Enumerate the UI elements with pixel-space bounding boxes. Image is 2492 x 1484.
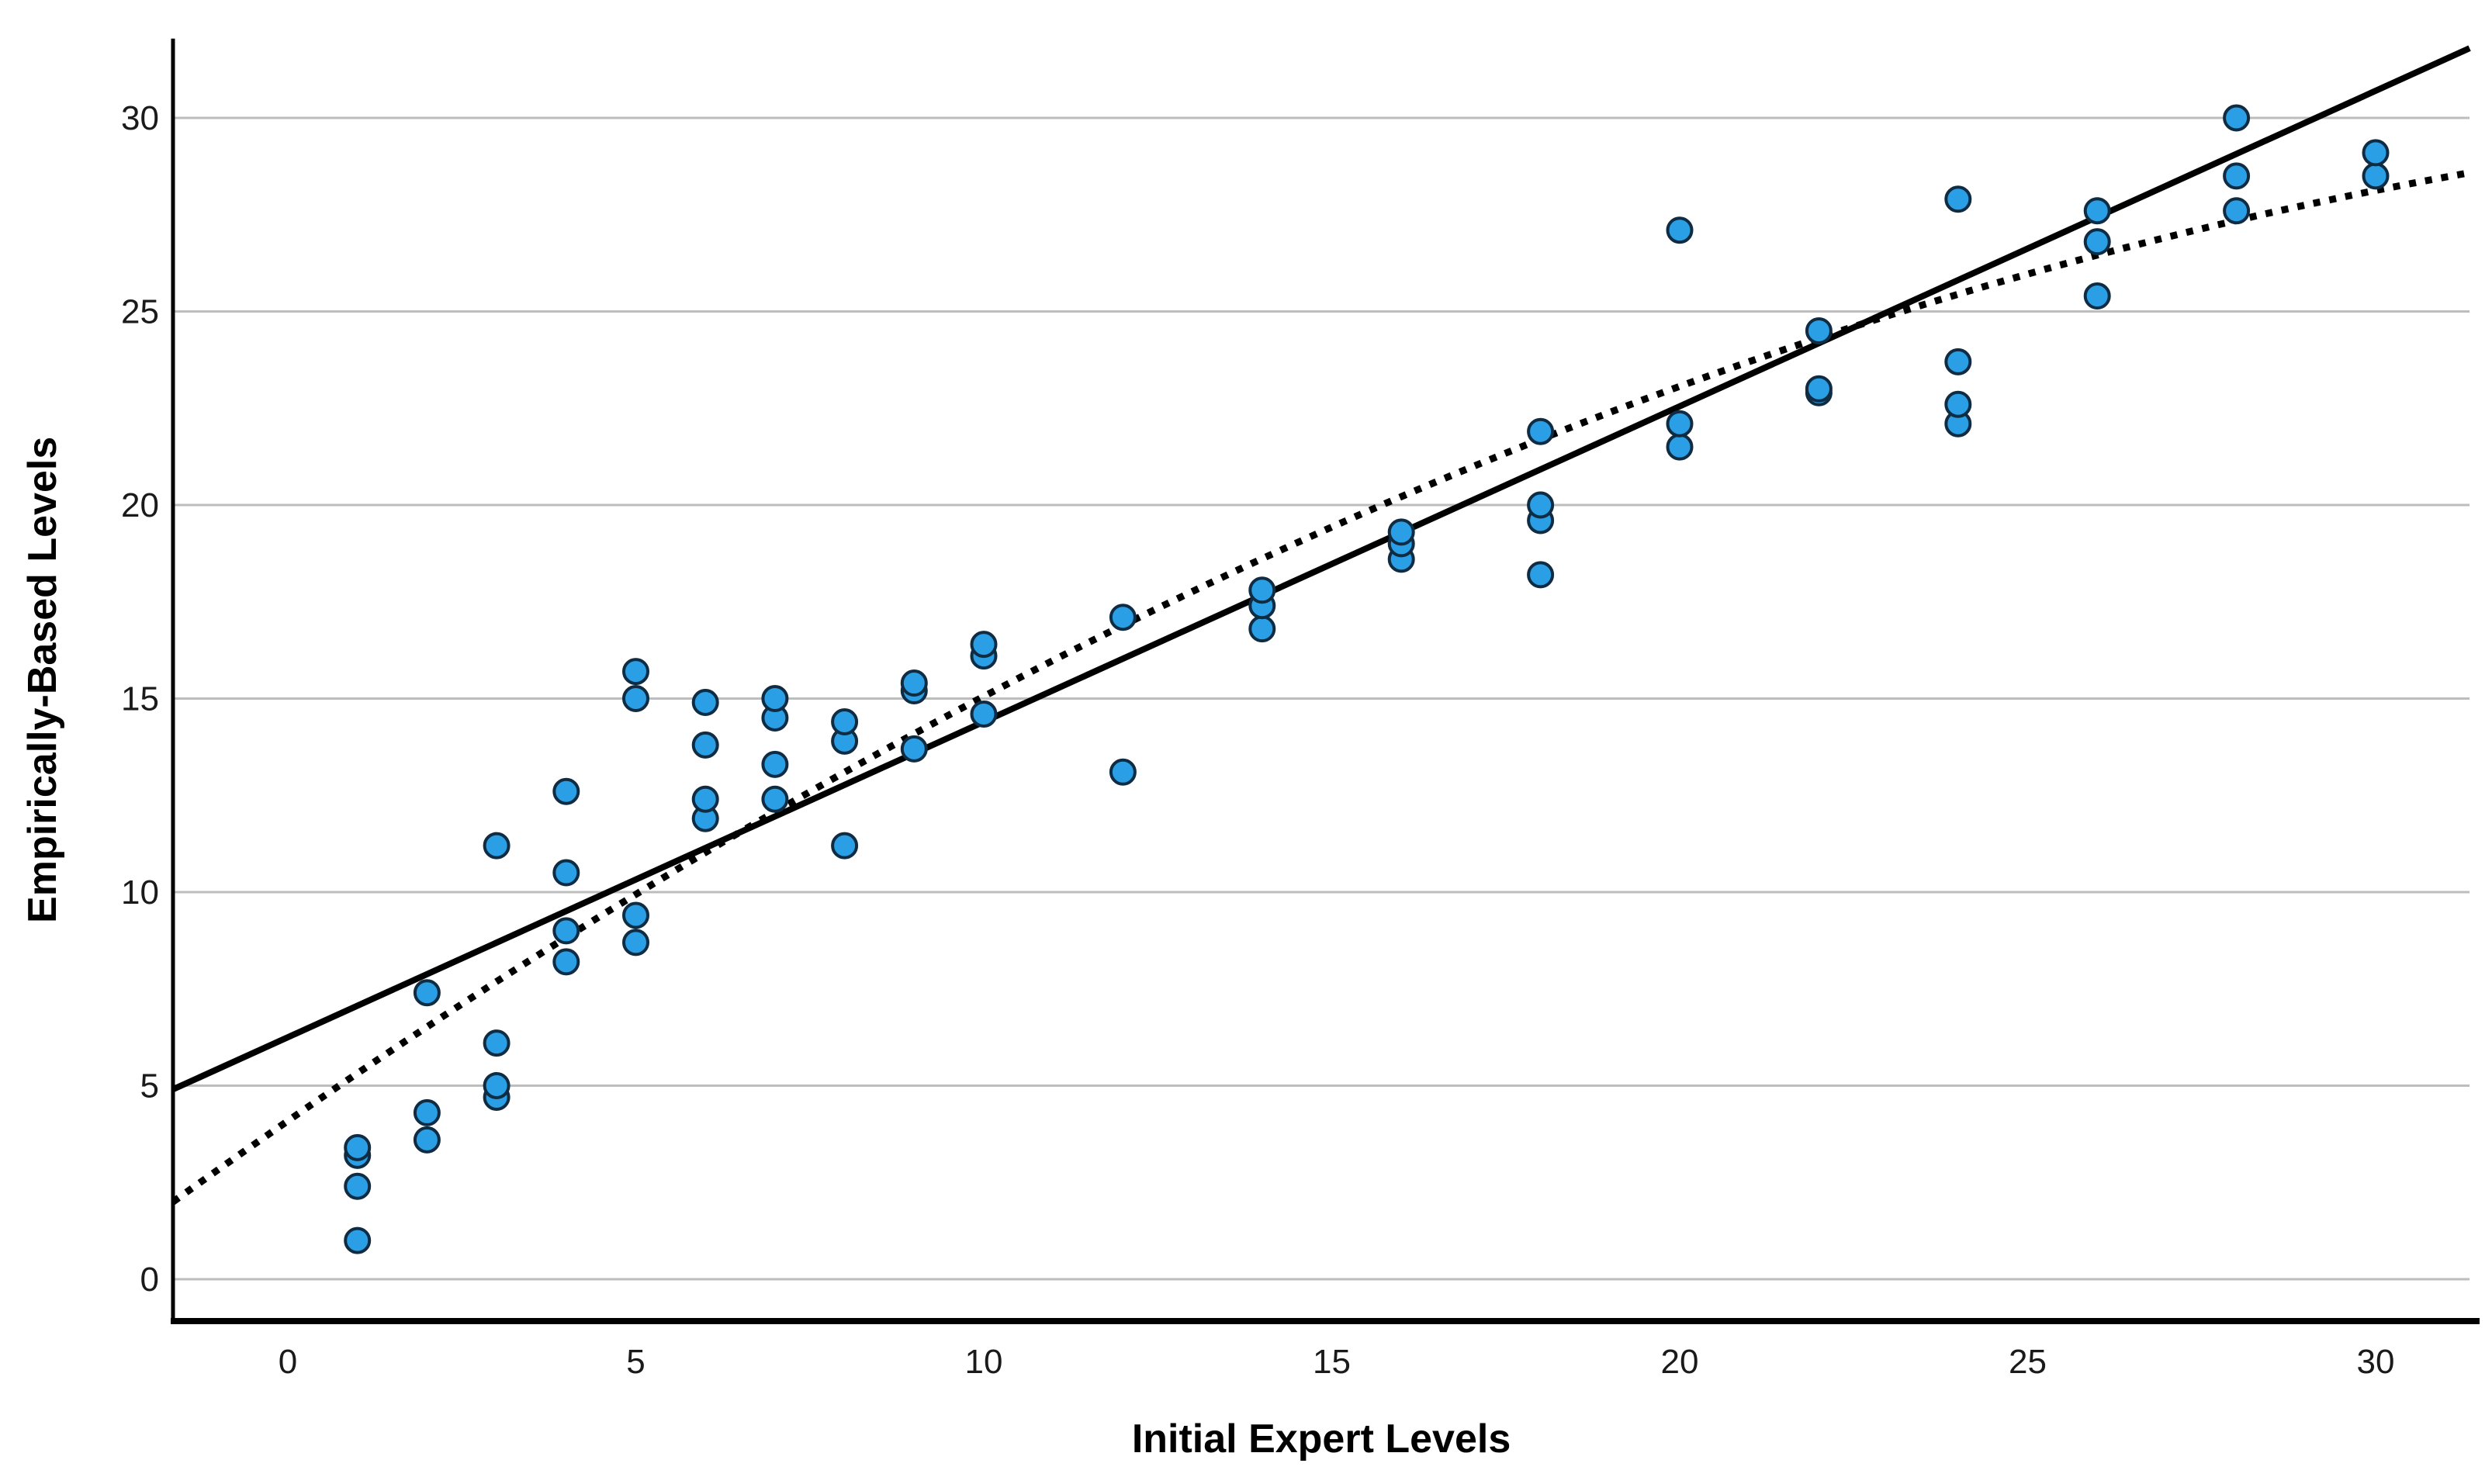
scatter-point xyxy=(344,1133,372,1161)
quadratic-fit-line xyxy=(171,169,2470,1205)
scatter-point xyxy=(2362,162,2390,190)
scatter-point xyxy=(691,785,719,813)
scatter-point xyxy=(622,658,649,686)
scatter-point xyxy=(2223,104,2251,132)
scatter-point xyxy=(622,685,649,712)
scatter-point xyxy=(1805,317,1833,344)
scatter-point xyxy=(2223,197,2251,225)
y-tick-label: 10 xyxy=(121,873,159,912)
scatter-point xyxy=(552,948,580,976)
scatter-point xyxy=(1666,216,1694,244)
scatter-point xyxy=(1666,433,1694,461)
scatter-point xyxy=(970,700,998,728)
x-axis-title: Initial Expert Levels xyxy=(1132,1417,1511,1462)
scatter-point xyxy=(483,1072,511,1099)
scatter-point xyxy=(1805,375,1833,403)
scatter-point xyxy=(1387,518,1415,546)
scatter-point xyxy=(2362,139,2390,167)
y-tick-label: 15 xyxy=(121,680,159,718)
scatter-point xyxy=(552,777,580,805)
scatter-point xyxy=(344,1226,372,1254)
scatter-point xyxy=(622,929,649,956)
scatter-point xyxy=(1109,758,1137,786)
scatter-point xyxy=(622,901,649,929)
y-axis-title: Empirically-Based Levels xyxy=(20,437,65,923)
scatter-point xyxy=(2083,282,2111,310)
scatter-point xyxy=(552,859,580,887)
x-tick-label: 25 xyxy=(2009,1343,2047,1381)
scatter-point xyxy=(2223,162,2251,190)
scatter-point xyxy=(413,979,441,1007)
scatter-point xyxy=(1944,390,1972,418)
scatter-point xyxy=(691,731,719,759)
scatter-point xyxy=(413,1098,441,1126)
scatter-point xyxy=(552,917,580,945)
scatter-point xyxy=(1527,491,1555,519)
scatter-point xyxy=(2083,197,2111,225)
scatter-point xyxy=(1109,604,1137,631)
x-tick-label: 5 xyxy=(626,1343,645,1381)
y-tick-label: 30 xyxy=(121,99,159,137)
scatter-point xyxy=(900,735,928,763)
y-tick-label: 0 xyxy=(140,1261,159,1299)
linear-fit-line xyxy=(171,45,2471,1092)
x-tick-label: 20 xyxy=(1661,1343,1699,1381)
scatter-point xyxy=(761,750,789,778)
scatter-point xyxy=(900,669,928,697)
scatter-point xyxy=(1944,185,1972,213)
scatter-point xyxy=(761,685,789,712)
scatter-point xyxy=(761,785,789,813)
scatter-point xyxy=(1248,615,1276,643)
scatter-point xyxy=(413,1126,441,1154)
scatter-point xyxy=(1248,576,1276,604)
scatter-point xyxy=(1527,417,1555,445)
scatter-point xyxy=(1944,348,1972,375)
y-tick-label: 5 xyxy=(140,1067,159,1105)
x-tick-label: 15 xyxy=(1313,1343,1351,1381)
scatter-point xyxy=(831,707,859,735)
scatter-point xyxy=(1527,561,1555,589)
x-tick-label: 0 xyxy=(279,1343,297,1381)
scatter-point xyxy=(483,832,511,860)
scatter-point xyxy=(2083,228,2111,256)
scatter-point xyxy=(831,832,859,860)
y-tick-label: 25 xyxy=(121,293,159,331)
x-tick-label: 30 xyxy=(2357,1343,2395,1381)
scatter-point xyxy=(344,1172,372,1200)
scatter-point xyxy=(970,631,998,659)
scatter-point xyxy=(483,1029,511,1057)
x-tick-label: 10 xyxy=(965,1343,1003,1381)
scatter-point xyxy=(691,688,719,716)
y-tick-label: 20 xyxy=(121,486,159,524)
scatter-point xyxy=(1666,410,1694,438)
